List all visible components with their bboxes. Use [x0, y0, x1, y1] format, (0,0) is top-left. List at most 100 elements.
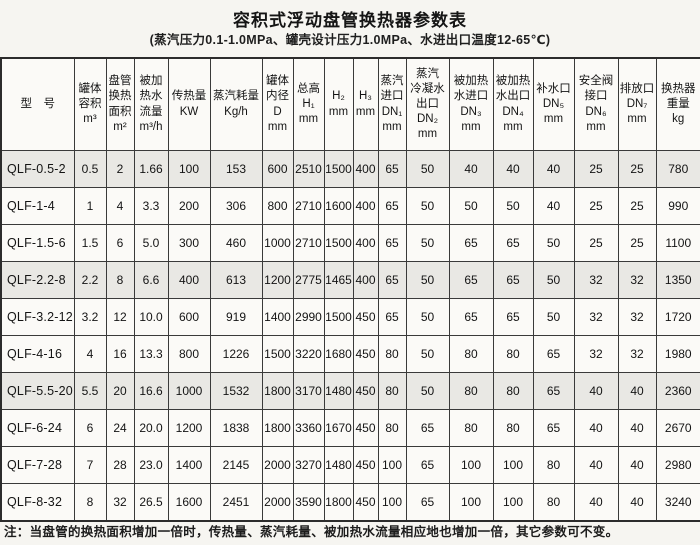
- table-cell: 1800: [323, 483, 354, 522]
- table-cell: 65: [492, 298, 534, 336]
- model-cell: QLF-7-28: [0, 446, 75, 484]
- table-cell: 1400: [261, 298, 294, 336]
- table-cell: 2: [105, 150, 135, 188]
- table-cell: 200: [167, 187, 211, 225]
- column-header: H₂ mm: [323, 57, 354, 151]
- table-cell: 20: [105, 372, 135, 410]
- table-cell: 50: [405, 298, 450, 336]
- table-cell: 450: [352, 372, 379, 410]
- table-cell: 50: [532, 261, 575, 299]
- table-cell: 40: [617, 446, 657, 484]
- table-cell: 2670: [655, 409, 700, 447]
- table-cell: 3170: [292, 372, 325, 410]
- table-cell: 65: [448, 224, 494, 262]
- column-header: 安全阀 接口 DN₆ mm: [573, 57, 619, 151]
- table-cell: 80: [377, 409, 407, 447]
- model-cell: QLF-2.2-8: [0, 261, 75, 299]
- table-cell: 6: [105, 224, 135, 262]
- table-cell: 400: [352, 150, 379, 188]
- model-cell: QLF-0.5-2: [0, 150, 75, 188]
- table-cell: 613: [209, 261, 263, 299]
- table-cell: 600: [167, 298, 211, 336]
- table-cell: 1100: [655, 224, 700, 262]
- table-cell: 65: [377, 224, 407, 262]
- table-cell: 2360: [655, 372, 700, 410]
- table-cell: 400: [352, 187, 379, 225]
- table-cell: 460: [209, 224, 263, 262]
- table-cell: 1800: [261, 372, 294, 410]
- table-cell: 80: [492, 409, 534, 447]
- page-title: 容积式浮动盘管换热器参数表: [233, 11, 467, 30]
- column-header: 传热量 KW: [167, 57, 211, 151]
- table-cell: 50: [448, 187, 494, 225]
- table-row: QLF-5.5-20 5.5 20 16.6 1000 1532 1800 3170 1480 4…: [0, 372, 700, 410]
- table-cell: 25: [573, 187, 619, 225]
- table-cell: 800: [261, 187, 294, 225]
- table-cell: 32: [617, 261, 657, 299]
- table-cell: 40: [573, 446, 619, 484]
- table-row: QLF-2.2-8 2.2 8 6.6 400 613 1200 2775 1465 400 65 5…: [0, 261, 700, 299]
- table-cell: 600: [261, 150, 294, 188]
- table-cell: 100: [448, 446, 494, 484]
- table-cell: 1480: [323, 372, 354, 410]
- column-header: 蒸汽 进口 DN₁ mm: [377, 57, 407, 151]
- table-cell: 1: [73, 187, 107, 225]
- table-cell: 65: [492, 261, 534, 299]
- table-cell: 2145: [209, 446, 263, 484]
- table-cell: 32: [617, 298, 657, 336]
- table-cell: 1350: [655, 261, 700, 299]
- table-cell: 50: [405, 187, 450, 225]
- table-cell: 80: [532, 446, 575, 484]
- table-cell: 306: [209, 187, 263, 225]
- table-cell: 65: [377, 150, 407, 188]
- table-cell: 8: [105, 261, 135, 299]
- model-cell: QLF-6-24: [0, 409, 75, 447]
- table-cell: 1400: [167, 446, 211, 484]
- table-cell: 2000: [261, 446, 294, 484]
- table-cell: 23.0: [133, 446, 169, 484]
- table-cell: 0.5: [73, 150, 107, 188]
- model-cell: QLF-4-16: [0, 335, 75, 373]
- table-cell: 400: [352, 224, 379, 262]
- table-cell: 40: [532, 150, 575, 188]
- table-cell: 40: [448, 150, 494, 188]
- table-row: QLF-7-28 7 28 23.0 1400 2145 2000 3270 1480 450 10…: [0, 446, 700, 484]
- table-cell: 2775: [292, 261, 325, 299]
- table-cell: 3240: [655, 483, 700, 522]
- table-cell: 1.66: [133, 150, 169, 188]
- table-cell: 25: [617, 187, 657, 225]
- column-header: H₃ mm: [352, 57, 379, 151]
- table-cell: 1680: [323, 335, 354, 373]
- table-cell: 1000: [261, 224, 294, 262]
- table-cell: 40: [617, 372, 657, 410]
- table-cell: 32: [105, 483, 135, 522]
- table-cell: 400: [167, 261, 211, 299]
- table-cell: 1670: [323, 409, 354, 447]
- table-cell: 300: [167, 224, 211, 262]
- table-cell: 3.2: [73, 298, 107, 336]
- table-cell: 40: [492, 150, 534, 188]
- table-cell: 1480: [323, 446, 354, 484]
- table-cell: 50: [405, 150, 450, 188]
- table-cell: 1600: [323, 187, 354, 225]
- table-cell: 450: [352, 446, 379, 484]
- table-cell: 25: [617, 224, 657, 262]
- table-row: QLF-6-24 6 24 20.0 1200 1838 1800 3360 1670 450 80…: [0, 409, 700, 447]
- table-cell: 153: [209, 150, 263, 188]
- table-cell: 780: [655, 150, 700, 188]
- table-cell: 1500: [323, 150, 354, 188]
- table-cell: 50: [492, 187, 534, 225]
- table-cell: 65: [448, 261, 494, 299]
- table-cell: 2990: [292, 298, 325, 336]
- table-cell: 400: [352, 261, 379, 299]
- table-cell: 65: [377, 261, 407, 299]
- table-cell: 100: [448, 483, 494, 522]
- table-cell: 1720: [655, 298, 700, 336]
- table-cell: 32: [573, 335, 619, 373]
- table-cell: 1532: [209, 372, 263, 410]
- table-cell: 40: [573, 483, 619, 522]
- table-cell: 16.6: [133, 372, 169, 410]
- table-cell: 20.0: [133, 409, 169, 447]
- table-cell: 3220: [292, 335, 325, 373]
- table-cell: 32: [573, 298, 619, 336]
